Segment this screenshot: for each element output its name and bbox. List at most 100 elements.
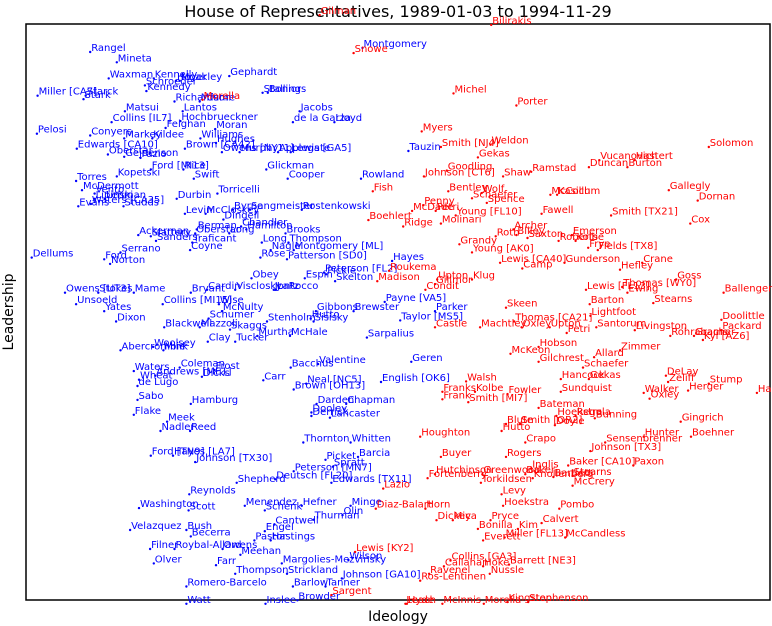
point-label: Kingston (509, 593, 553, 604)
point-label: Franks (443, 383, 476, 394)
point-label: Doyle (556, 416, 585, 427)
data-point (504, 422, 508, 426)
data-point (171, 454, 175, 457)
data-point (136, 398, 139, 402)
data-point (238, 151, 241, 154)
data-point (36, 94, 39, 97)
data-point (309, 317, 312, 320)
data-point (500, 429, 503, 433)
point-label: Gunderson (566, 254, 621, 265)
data-point (276, 151, 280, 154)
point-label: Barlow (294, 578, 328, 589)
point-label: Filner (151, 540, 179, 551)
point-label: Williams (201, 129, 243, 140)
data-point (537, 406, 540, 410)
data-point (213, 368, 216, 372)
data-point (182, 168, 185, 171)
data-point (563, 261, 566, 264)
data-point (482, 602, 485, 605)
data-point (148, 547, 152, 551)
point-label: Long (230, 224, 254, 235)
data-point (331, 465, 335, 468)
point-label: McCollum (551, 186, 600, 197)
data-point (470, 278, 474, 281)
x-axis-label: Ideology (368, 609, 428, 625)
data-point (285, 258, 289, 261)
point-label: Sargent (332, 586, 371, 597)
point-label: Hamburg (192, 395, 238, 406)
point-label: Espin (306, 269, 333, 280)
data-point (188, 248, 192, 252)
point-label: Diaz-Balart (377, 500, 432, 511)
data-point (187, 509, 190, 512)
point-label: Sensenbrenner (606, 434, 683, 445)
point-label: Feighan (167, 119, 206, 130)
point-label: Hayes (393, 252, 424, 263)
point-label: Rangel (91, 43, 125, 54)
point-label: Michel (455, 84, 487, 95)
data-point (454, 214, 457, 217)
point-label: Conyers (91, 127, 132, 138)
data-point (80, 189, 84, 192)
point-label: Cantwell (275, 515, 318, 526)
point-label: Murphy (241, 143, 279, 154)
data-point (555, 193, 559, 196)
point-label: Schumer (210, 310, 255, 321)
data-point (574, 239, 577, 243)
data-point (485, 201, 488, 205)
data-point (149, 454, 152, 457)
point-label: Porter (517, 97, 548, 108)
point-label: Lewis [CA40] (501, 254, 566, 265)
data-point (274, 288, 278, 291)
data-point (298, 110, 301, 113)
point-label: Walker (645, 384, 680, 395)
point-label: Baker (526, 465, 556, 476)
data-point (445, 169, 448, 172)
data-point (467, 401, 470, 404)
data-point (103, 197, 107, 200)
data-point (596, 248, 599, 252)
data-point (692, 334, 696, 338)
data-point (35, 132, 39, 135)
data-point (285, 572, 289, 575)
data-point (174, 79, 178, 83)
data-point (382, 487, 385, 490)
point-label: Brewster (355, 302, 400, 313)
data-point (300, 504, 303, 507)
point-label: DeLay (667, 367, 699, 378)
data-point (407, 149, 410, 153)
point-label: Cardin (208, 281, 241, 292)
point-label: Rogers (507, 448, 541, 459)
data-point (555, 414, 558, 418)
point-label: Mica (454, 511, 477, 522)
point-label: English [OK6] (382, 373, 450, 384)
point-label: Barcia (359, 448, 390, 459)
data-point (515, 233, 518, 237)
point-label: Lantos (184, 102, 217, 113)
data-point (537, 345, 540, 349)
data-point (439, 455, 443, 459)
point-label: Saxton (529, 229, 564, 240)
point-label: Hutto (312, 310, 340, 321)
point-label: Fawell (543, 205, 574, 216)
point-label: Margolies-Mezvinsky (283, 554, 386, 565)
point-label: Applegate (279, 143, 330, 154)
point-label: Bliley (517, 226, 544, 237)
data-point (115, 175, 119, 178)
data-point (97, 291, 100, 294)
data-point (552, 475, 555, 479)
point-label: Patterson [SD0] (288, 250, 367, 261)
data-point (422, 204, 425, 207)
point-label: Chandler (242, 218, 288, 229)
data-point (503, 536, 506, 539)
data-point (178, 79, 181, 83)
point-label: Goodling (448, 162, 493, 173)
point-label: Kolbe (476, 383, 503, 394)
data-point (441, 398, 444, 401)
point-label: Parker (436, 302, 468, 313)
point-label: Blute (507, 415, 533, 426)
point-label: Stokes (99, 284, 132, 295)
point-label: Dooley (312, 404, 347, 415)
data-point (559, 377, 562, 381)
point-label: Farr (217, 556, 237, 567)
